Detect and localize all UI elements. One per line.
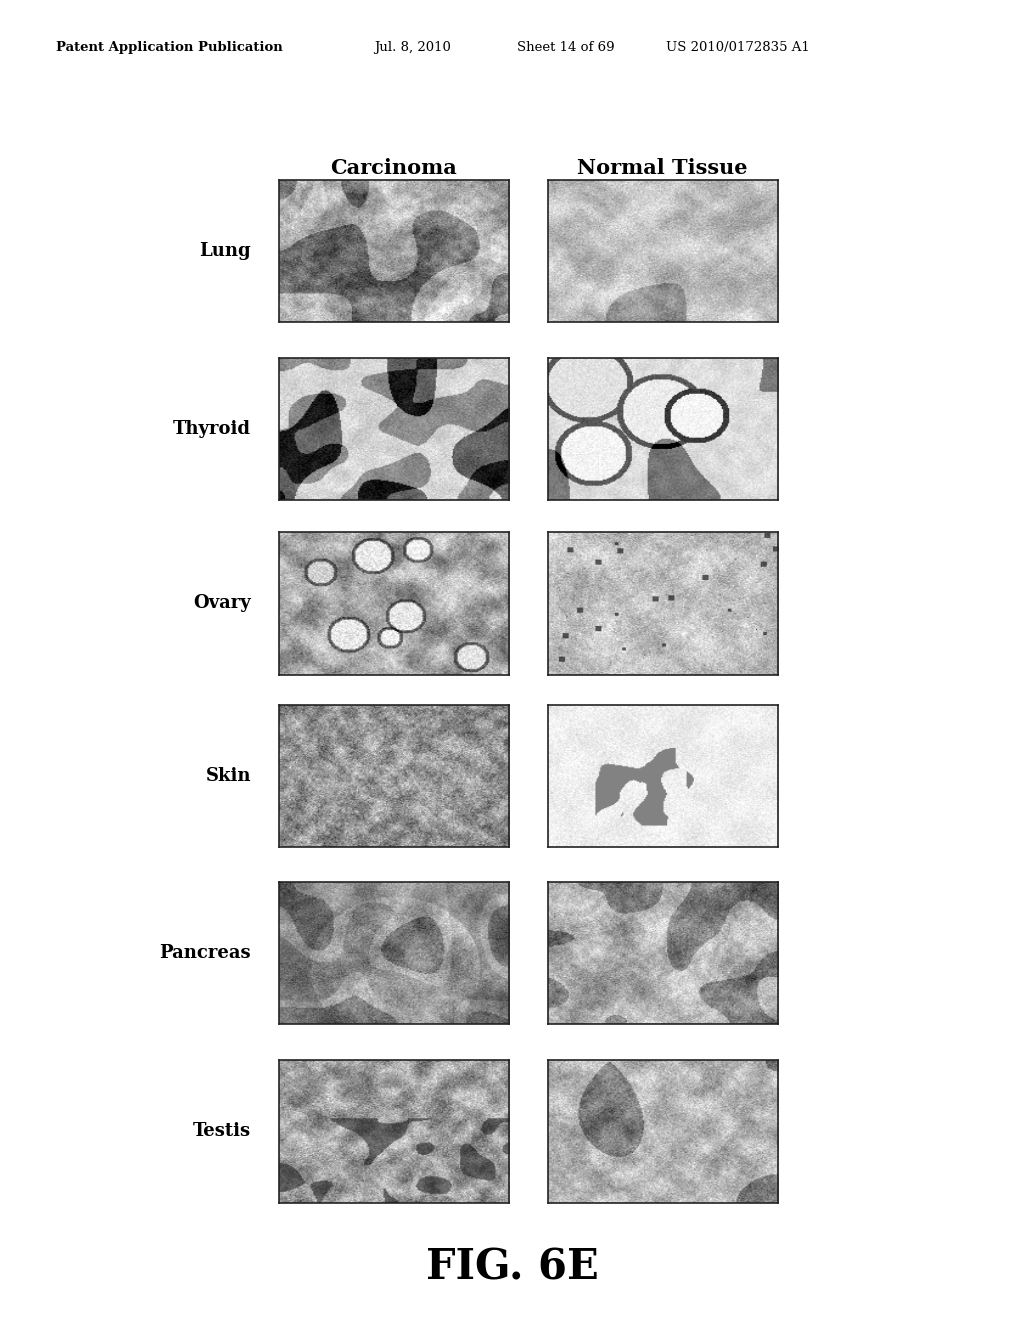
- Text: Pancreas: Pancreas: [160, 944, 251, 962]
- Text: Sheet 14 of 69: Sheet 14 of 69: [517, 41, 614, 54]
- Text: Lung: Lung: [200, 242, 251, 260]
- Text: Normal Tissue: Normal Tissue: [578, 157, 748, 178]
- Text: Skin: Skin: [206, 767, 251, 785]
- Text: FIG. 6E: FIG. 6E: [426, 1246, 598, 1288]
- Text: Testis: Testis: [193, 1122, 251, 1140]
- Text: Carcinoma: Carcinoma: [330, 157, 457, 178]
- Text: Jul. 8, 2010: Jul. 8, 2010: [374, 41, 451, 54]
- Text: US 2010/0172835 A1: US 2010/0172835 A1: [666, 41, 809, 54]
- Text: Patent Application Publication: Patent Application Publication: [56, 41, 283, 54]
- Text: Ovary: Ovary: [194, 594, 251, 612]
- Text: Thyroid: Thyroid: [173, 420, 251, 438]
